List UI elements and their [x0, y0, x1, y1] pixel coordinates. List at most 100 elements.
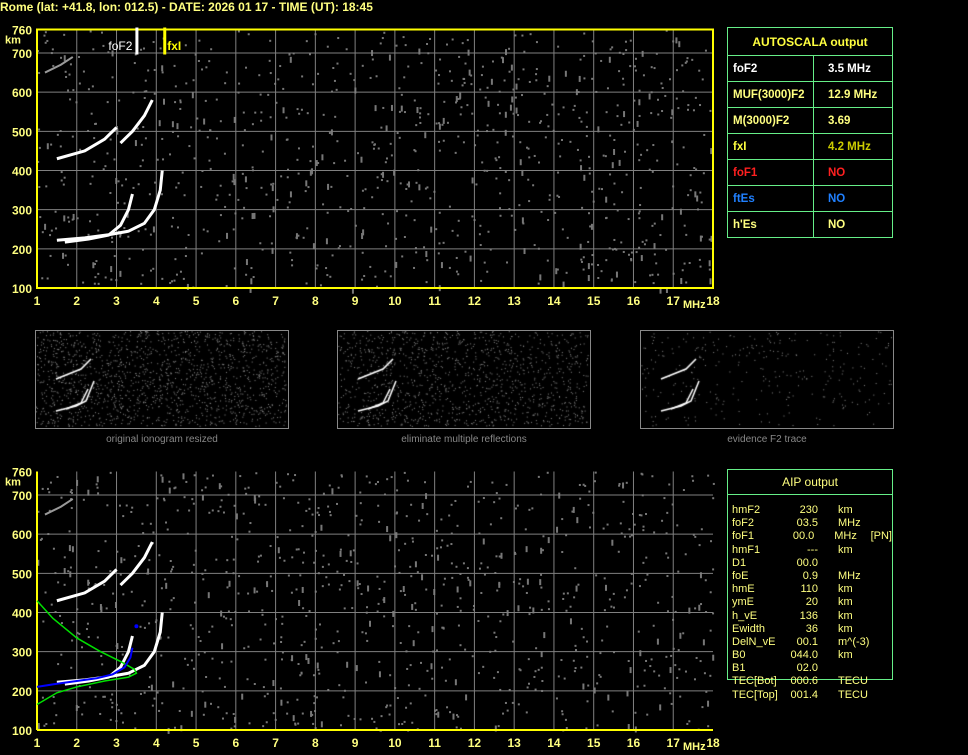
noise-dot: [91, 175, 94, 178]
noise-dot: [629, 535, 632, 538]
noise-dot: [583, 174, 586, 181]
noise-dot: [604, 155, 607, 158]
noise-dot: [316, 264, 319, 267]
noise-dot: [233, 179, 236, 186]
noise-dot: [361, 189, 364, 192]
noise-dot: [203, 118, 206, 125]
noise-dot: [612, 592, 615, 595]
noise-dot: [405, 187, 408, 190]
noise-dot: [56, 133, 59, 136]
noise-dot: [424, 481, 427, 484]
noise-dot: [500, 552, 503, 559]
noise-dot: [393, 169, 396, 176]
noise-dot: [479, 224, 482, 227]
aip-row: foE 0.9 MHz: [728, 570, 892, 583]
noise-dot: [141, 522, 144, 525]
noise-dot: [707, 725, 710, 728]
noise-dot: [625, 481, 628, 484]
noise-dot: [415, 251, 418, 254]
noise-dot: [170, 570, 173, 573]
noise-dot: [522, 222, 525, 225]
noise-dot: [599, 675, 602, 678]
noise-dot: [143, 90, 146, 93]
noise-dot: [309, 169, 312, 176]
noise-dot: [140, 282, 143, 285]
noise-dot: [435, 228, 438, 231]
noise-dot: [506, 261, 509, 264]
noise-dot: [306, 112, 309, 115]
noise-dot: [623, 535, 626, 538]
noise-dot: [437, 711, 440, 718]
noise-dot: [498, 583, 501, 586]
noise-dot: [667, 556, 670, 559]
noise-dot: [677, 107, 680, 110]
noise-dot: [224, 82, 227, 85]
noise-dot: [68, 220, 71, 223]
noise-dot: [409, 664, 412, 667]
noise-dot: [712, 612, 715, 615]
noise-dot: [430, 226, 433, 233]
noise-dot: [113, 158, 116, 161]
noise-dot: [457, 219, 460, 222]
noise-dot: [111, 76, 114, 79]
noise-dot: [615, 248, 618, 251]
noise-dot: [625, 173, 628, 176]
noise-dot: [515, 107, 518, 114]
noise-dot: [189, 624, 192, 627]
autoscala-row: h'Es NO: [728, 211, 892, 237]
autoscala-output-table: AUTOSCALA output foF2 3.5 MHz MUF(3000)F2 1…: [727, 27, 893, 238]
noise-dot: [700, 201, 703, 204]
noise-dot: [289, 191, 292, 198]
noise-dot: [670, 654, 673, 657]
noise-dot: [493, 501, 496, 504]
noise-dot: [640, 255, 643, 262]
noise-dot: [489, 248, 492, 251]
noise-dot: [55, 227, 58, 230]
noise-dot: [161, 137, 164, 140]
noise-dot: [297, 663, 300, 666]
noise-dot: [707, 474, 710, 477]
noise-dot: [109, 471, 112, 474]
aip-value: 044.0: [790, 649, 818, 662]
noise-dot: [93, 282, 96, 285]
noise-dot: [400, 105, 403, 112]
noise-dot: [533, 244, 536, 247]
noise-dot: [528, 80, 531, 83]
noise-dot: [410, 575, 413, 578]
noise-dot: [411, 537, 414, 540]
noise-dot: [435, 709, 438, 712]
aip-param: foE: [732, 569, 749, 582]
noise-dot: [535, 41, 538, 44]
noise-dot: [708, 260, 711, 267]
noise-dot: [71, 218, 74, 221]
noise-dot: [43, 724, 46, 727]
noise-dot: [633, 523, 636, 526]
noise-dot: [663, 687, 666, 690]
aip-row: TEC[Top] 001.4 TECU: [728, 689, 892, 702]
aip-unit: km: [838, 649, 853, 662]
noise-dot: [436, 547, 439, 550]
y-tick-label: 400: [12, 165, 32, 179]
noise-dot: [625, 589, 628, 592]
noise-dot: [353, 79, 356, 82]
autoscala-row: foF2 3.5 MHz: [728, 55, 892, 81]
noise-dot: [508, 70, 511, 73]
noise-dot: [532, 607, 535, 614]
noise-dot: [141, 604, 144, 607]
noise-dot: [225, 571, 228, 574]
noise-dot: [43, 34, 46, 37]
noise-dot: [260, 186, 263, 189]
noise-dot: [327, 688, 330, 691]
aip-value: ---: [807, 543, 818, 556]
aip-row: B0 044.0 km: [728, 649, 892, 662]
noise-dot: [337, 486, 340, 489]
noise-dot: [411, 721, 414, 724]
noise-dot: [93, 137, 96, 140]
noise-dot: [547, 608, 550, 611]
noise-dot: [198, 129, 201, 132]
noise-dot: [200, 252, 203, 255]
noise-dot: [464, 250, 467, 253]
noise-dot: [299, 674, 302, 677]
noise-dot: [426, 669, 429, 672]
noise-dot: [491, 481, 494, 484]
